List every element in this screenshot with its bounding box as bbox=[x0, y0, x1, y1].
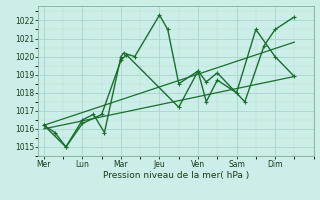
X-axis label: Pression niveau de la mer( hPa ): Pression niveau de la mer( hPa ) bbox=[103, 171, 249, 180]
